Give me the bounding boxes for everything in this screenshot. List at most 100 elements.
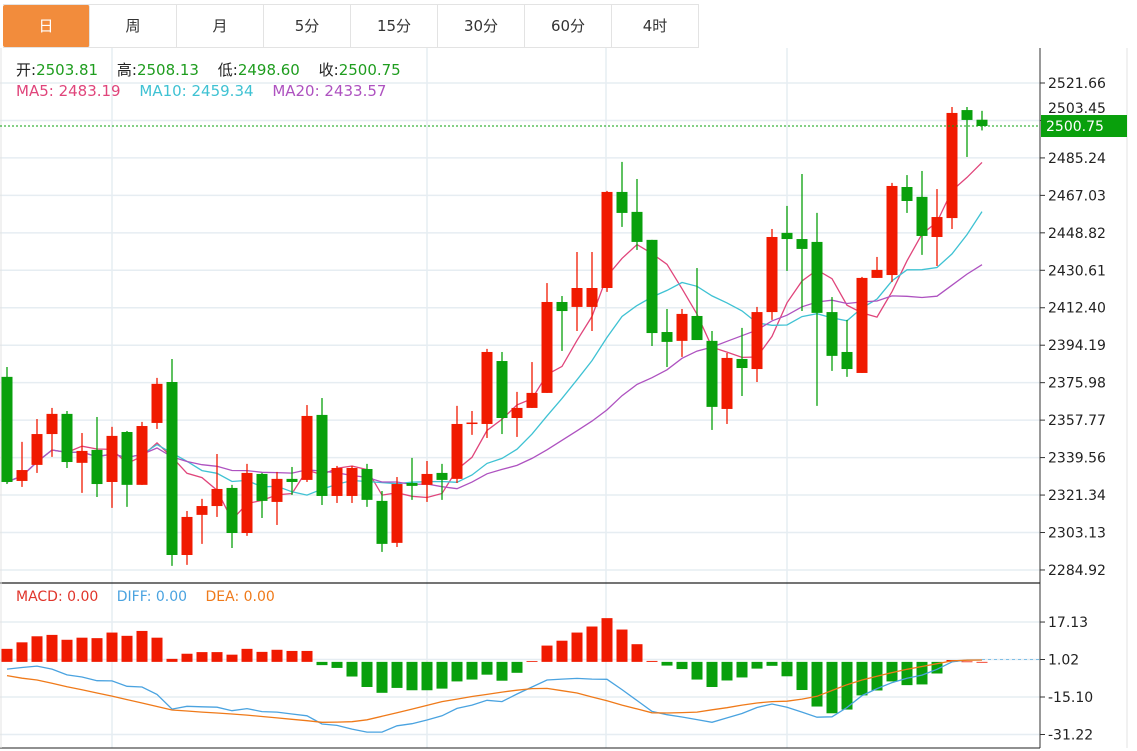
candle[interactable] [406,457,418,500]
candle[interactable] [946,106,958,229]
candle[interactable] [211,454,223,517]
candle[interactable] [826,297,838,371]
candle-body [931,217,943,237]
candle[interactable] [151,377,163,429]
candle[interactable] [166,358,178,566]
candle-body [571,288,583,307]
candle[interactable] [286,466,298,495]
candle-body [406,483,418,486]
tab-30min[interactable]: 30分 [438,5,525,47]
candle[interactable] [76,433,88,493]
candle[interactable] [931,189,943,266]
candle[interactable] [721,353,733,424]
candle[interactable] [601,190,613,292]
macd-bar [106,632,118,662]
candle[interactable] [391,477,403,547]
tab-month[interactable]: 月 [177,5,264,47]
candle[interactable] [676,308,688,357]
candle[interactable] [616,161,628,227]
tab-5min[interactable]: 5分 [264,5,351,47]
candle[interactable] [346,465,358,503]
candle[interactable] [226,484,238,549]
tab-day[interactable]: 日 [3,5,90,47]
candle[interactable] [916,170,928,255]
candle[interactable] [841,319,853,377]
candle[interactable] [706,330,718,430]
candle[interactable] [901,175,913,213]
candle[interactable] [541,283,553,393]
candle[interactable] [331,465,343,503]
axes: 2521.66 2503.45 2485.24 2467.03 2448.82 2430.… [0,48,1128,749]
candle[interactable] [766,228,778,320]
macd-bar [721,661,733,681]
candle[interactable] [511,391,523,437]
candle[interactable] [421,460,433,502]
candle[interactable] [646,239,658,347]
candle[interactable] [241,463,253,536]
macd-bar [646,660,658,662]
candle[interactable] [811,212,823,406]
macd-bar [796,661,808,691]
candle-body [661,332,673,342]
candle[interactable] [301,405,313,482]
candle[interactable] [361,463,373,507]
price-tick-label: 2503.45 [1048,101,1106,117]
tab-15min[interactable]: 15分 [351,5,438,47]
price-tick-label: 2375.98 [1048,376,1106,392]
candle[interactable] [961,106,973,157]
macd-bar [901,661,913,686]
candle-body [256,473,268,501]
candle[interactable] [886,182,898,283]
candle[interactable] [181,510,193,565]
candle-body [76,450,88,463]
candle-body [106,435,118,482]
candle[interactable] [196,498,208,544]
candle-body [541,301,553,393]
candle[interactable] [526,362,538,408]
candle[interactable] [316,398,328,506]
tab-60min[interactable]: 60分 [525,5,612,47]
candle[interactable] [976,110,988,131]
candle[interactable] [106,426,118,508]
candle[interactable] [466,411,478,435]
candle[interactable] [436,463,448,500]
candle[interactable] [691,268,703,341]
macd-bar [151,637,163,662]
macd-bar [481,661,493,675]
candle[interactable] [496,351,508,435]
candle[interactable] [796,174,808,312]
candle[interactable] [781,205,793,271]
candle[interactable] [661,308,673,367]
candle[interactable] [91,416,103,497]
candle[interactable] [556,296,568,351]
candle[interactable] [121,430,133,507]
candle-body [316,414,328,496]
candle-body [466,422,478,425]
candle[interactable] [481,348,493,438]
candle[interactable] [256,472,268,518]
tab-week[interactable]: 周 [90,5,177,47]
macd-bar [526,661,538,662]
candle[interactable] [31,419,43,473]
candle[interactable] [631,178,643,250]
candle[interactable] [871,256,883,278]
macd-pane [1,618,1040,733]
candle[interactable] [451,405,463,484]
candle[interactable] [61,411,73,468]
ma20-legend: MA20: 2433.57 [272,82,387,100]
candle[interactable] [271,471,283,525]
candle[interactable] [586,252,598,331]
macd-bar [976,661,988,663]
candle[interactable] [136,421,148,485]
candle[interactable] [16,441,28,487]
candle-body [151,383,163,423]
candle[interactable] [1,366,13,485]
candle[interactable] [571,252,583,331]
candle[interactable] [856,276,868,373]
candle[interactable] [736,327,748,396]
tab-4hour[interactable]: 4时 [612,5,699,47]
candle[interactable] [376,491,388,552]
candle[interactable] [751,306,763,383]
candle[interactable] [46,407,58,457]
